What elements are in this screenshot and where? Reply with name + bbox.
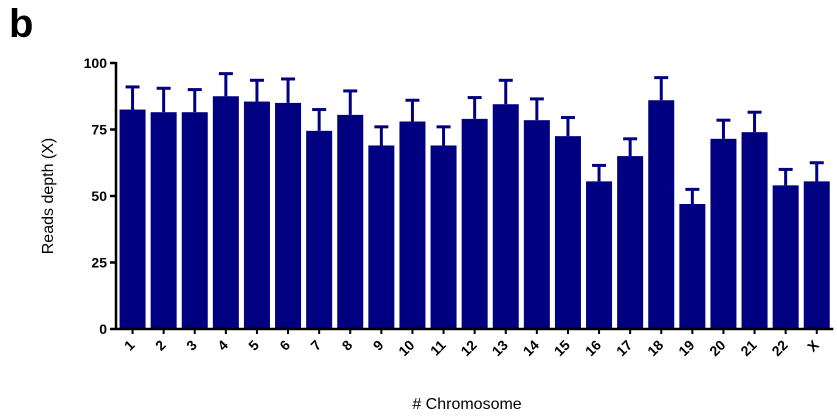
x-tick-label: 13 — [489, 337, 511, 359]
bar — [586, 181, 613, 329]
bar — [648, 100, 675, 330]
bar — [772, 185, 799, 329]
bar — [803, 181, 830, 329]
bar — [523, 120, 550, 329]
x-tick-label: 17 — [613, 337, 635, 359]
bar — [461, 118, 488, 329]
y-tick-label: 100 — [84, 55, 108, 71]
x-tick-label: 9 — [370, 337, 387, 354]
bar — [399, 121, 426, 330]
x-tick-label: 5 — [245, 337, 262, 354]
bar — [430, 145, 457, 329]
y-tick-label: 75 — [91, 122, 107, 138]
x-tick-label: 11 — [427, 337, 449, 359]
x-tick-label: 14 — [520, 337, 542, 359]
x-tick-label: 16 — [582, 337, 604, 359]
bar — [243, 101, 270, 329]
x-tick-label: 15 — [551, 337, 573, 359]
x-tick-label: X — [804, 336, 822, 354]
x-tick-label: 21 — [737, 337, 759, 359]
x-tick-labels: 1 2 3 4 5 6 7 8 9 10 11 12 13 14 15 16 17 18 19 20 21 22 X — [121, 336, 822, 359]
bar — [181, 112, 208, 330]
x-tick-label: 3 — [183, 337, 200, 354]
bar — [741, 132, 768, 329]
bar — [554, 136, 581, 329]
x-tick-label: 22 — [768, 337, 790, 359]
y-tick-label: 50 — [91, 188, 107, 204]
bar — [337, 114, 364, 330]
y-tick-label: 0 — [99, 321, 107, 337]
bar — [617, 156, 644, 329]
bar — [275, 102, 302, 330]
bar — [710, 138, 737, 329]
x-tick-label: 12 — [457, 337, 479, 359]
x-tick-label: 1 — [121, 337, 138, 354]
x-tick-label: 4 — [214, 337, 231, 354]
x-tick-label: 6 — [276, 337, 293, 354]
bar — [212, 96, 239, 329]
bar — [150, 112, 177, 330]
bar — [306, 130, 333, 329]
x-tick-label: 20 — [706, 337, 728, 359]
x-tick-label: 2 — [152, 337, 169, 354]
bars — [119, 96, 830, 330]
x-tick-label: 18 — [644, 337, 666, 359]
x-tick-label: 7 — [307, 337, 324, 354]
bar — [368, 145, 395, 329]
x-tick-label: 8 — [339, 337, 356, 354]
x-tick-label: 10 — [395, 337, 417, 359]
error-bars — [125, 72, 824, 204]
axes — [110, 61, 834, 334]
y-tick-labels: 0 25 50 75 100 — [84, 55, 108, 337]
x-axis-title: # Chromosome — [412, 396, 521, 413]
y-axis-title: Reads depth (X) — [40, 138, 57, 255]
panel-label: b — [9, 2, 34, 46]
x-tick-label: 19 — [675, 337, 697, 359]
bar — [492, 104, 519, 329]
y-tick-label: 25 — [91, 255, 107, 271]
bar — [119, 109, 146, 329]
bar — [679, 203, 706, 329]
